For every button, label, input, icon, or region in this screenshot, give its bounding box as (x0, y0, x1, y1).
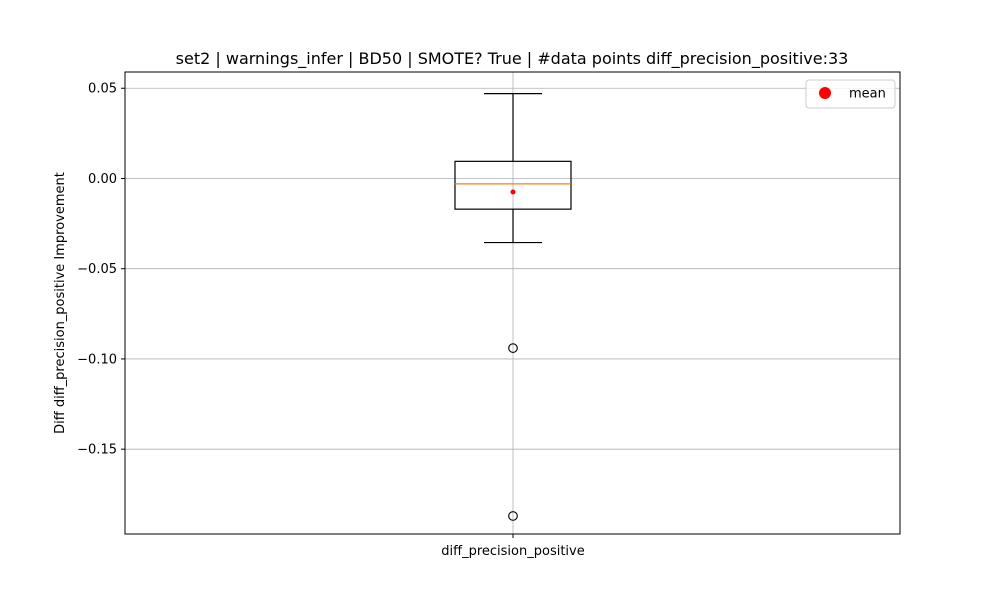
y-tick-label: −0.15 (77, 443, 117, 458)
y-axis-label: Diff diff_precision_positive Improvement (53, 172, 68, 434)
plot-frame (124, 71, 901, 535)
outlier-point (508, 343, 518, 353)
axes: 0.05 0.00 −0.05 −0.10 −0.15 diff_precision_po… (77, 71, 901, 559)
plot-area (454, 93, 572, 521)
legend-marker-mean (819, 87, 831, 99)
legend: mean (805, 79, 896, 109)
y-tick-label: 0.00 (88, 172, 117, 187)
y-tick-label: −0.05 (77, 262, 117, 277)
mean-marker (510, 189, 516, 195)
grid-lines (125, 72, 900, 534)
outlier-point (508, 511, 518, 521)
box-iqr (454, 160, 572, 210)
x-tick-label: diff_precision_positive (441, 544, 584, 559)
y-tick-label: 0.05 (88, 82, 117, 97)
legend-label: mean (849, 87, 886, 102)
chart-title: set2 | warnings_infer | BD50 | SMOTE? Tr… (176, 49, 849, 69)
y-tick-label: −0.10 (77, 352, 117, 367)
legend-box (805, 79, 896, 109)
